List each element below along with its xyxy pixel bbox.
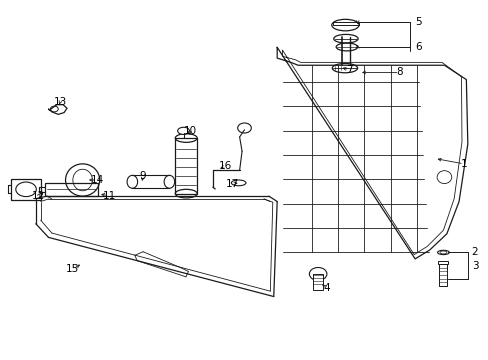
Text: 15: 15 — [66, 264, 80, 274]
Text: 16: 16 — [218, 161, 231, 171]
Text: 13: 13 — [54, 97, 67, 107]
Text: 9: 9 — [140, 171, 146, 181]
Text: 3: 3 — [471, 261, 477, 271]
Text: 17: 17 — [226, 179, 239, 189]
Ellipse shape — [437, 250, 448, 255]
Ellipse shape — [331, 19, 358, 31]
Text: 10: 10 — [183, 126, 196, 135]
Ellipse shape — [237, 123, 251, 133]
Bar — [44, 183, 98, 196]
Text: 6: 6 — [414, 42, 421, 51]
Ellipse shape — [309, 267, 326, 280]
Ellipse shape — [16, 182, 36, 197]
Text: 14: 14 — [90, 175, 103, 185]
Bar — [175, 138, 197, 194]
Bar — [313, 274, 323, 291]
Ellipse shape — [333, 35, 357, 43]
Bar — [438, 264, 447, 286]
Ellipse shape — [436, 171, 451, 184]
Text: 2: 2 — [471, 247, 477, 257]
Text: 11: 11 — [102, 191, 115, 201]
Text: 8: 8 — [395, 67, 402, 77]
Text: 5: 5 — [414, 17, 421, 27]
Ellipse shape — [177, 127, 189, 134]
Bar — [437, 261, 447, 264]
Bar — [11, 179, 41, 200]
Text: 1: 1 — [460, 159, 466, 169]
Ellipse shape — [331, 63, 357, 73]
Text: 7: 7 — [346, 64, 352, 75]
Text: 12: 12 — [32, 191, 45, 201]
Text: 4: 4 — [323, 283, 329, 293]
